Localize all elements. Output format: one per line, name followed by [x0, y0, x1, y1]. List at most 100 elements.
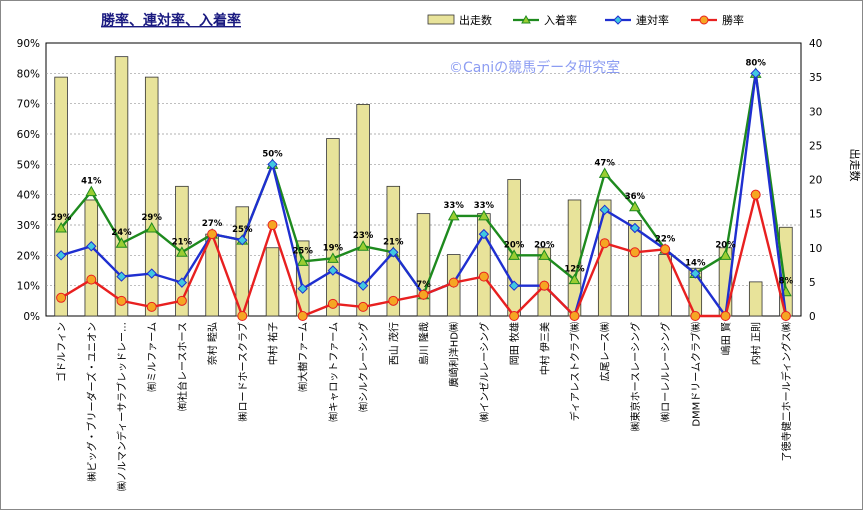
y-right-tick-label: 10 [809, 243, 822, 255]
point-marker [176, 246, 188, 257]
point-marker [116, 271, 127, 282]
lines [55, 67, 792, 322]
point-marker [660, 244, 671, 255]
point-marker [418, 289, 429, 300]
point-marker [629, 247, 640, 258]
x-tick-label: DMMドリームクラブ㈱ [689, 322, 702, 427]
point-label: 12% [564, 265, 585, 275]
bar-runs [597, 199, 612, 317]
point-marker [690, 268, 701, 279]
bar-runs [748, 281, 763, 317]
x-tick-label: ㈲シルクレーシング [357, 322, 370, 412]
point-marker [237, 311, 248, 321]
bar-runs [628, 220, 642, 317]
point-label: 20% [534, 240, 555, 250]
bar-runs [326, 138, 340, 317]
legend-label: 連対率 [636, 13, 669, 27]
legend-swatch [427, 14, 455, 25]
point-marker [780, 311, 791, 321]
point-label: 29% [142, 213, 163, 223]
point-marker [297, 283, 308, 294]
y-right-tick-label: 15 [809, 209, 822, 221]
point-label: 20% [715, 240, 736, 250]
point-marker [357, 280, 369, 291]
point-label: 80% [746, 58, 767, 68]
legend-marker [613, 15, 623, 25]
point-marker [146, 301, 157, 312]
y-left-tick-label: 80% [17, 68, 40, 80]
point-marker [115, 237, 128, 248]
point-marker [176, 277, 188, 288]
point-marker [568, 273, 581, 285]
point-label: 7% [416, 280, 431, 290]
point-marker [146, 268, 157, 279]
x-tick-label: 嶋田 賢 [720, 322, 733, 355]
bar-runs [658, 254, 672, 317]
point-label: 25% [232, 225, 253, 235]
x-tick-label: ㈱ロードホースクラブ [236, 322, 249, 422]
y-left-tick-label: 10% [17, 281, 40, 293]
bar-runs [54, 76, 68, 317]
point-marker [508, 249, 520, 260]
point-marker [599, 204, 610, 216]
x-tick-label: 島川 隆哉 [418, 322, 431, 365]
x-tick-label: 中村 伊三美 [538, 322, 551, 375]
y-left-tick-label: 60% [17, 129, 40, 141]
point-marker [207, 229, 218, 240]
x-axis-labels: ゴドルフィン ㈱ビッグ・ブリーダーズ・ユニオン ㈱ノルマンディーサラブレッドレー… ㈲… [55, 322, 793, 491]
point-marker [55, 222, 67, 233]
y-right-tick-label: 30 [809, 106, 822, 118]
y-axis-right: 0 5 10 15 20 25 30 35 40 [809, 38, 822, 323]
x-tick-label: 広尾レース㈱ [599, 322, 612, 382]
x-tick-label: 西山 茂行 [387, 322, 400, 365]
x-tick-label: ㈱インゼルレーシング [478, 322, 491, 422]
legend: 出走数 入着率 連対率 勝率 [427, 13, 744, 27]
point-marker [267, 220, 278, 230]
point-marker [569, 311, 580, 321]
point-marker [750, 68, 761, 79]
point-marker [598, 167, 611, 178]
point-marker [176, 295, 187, 306]
point-marker [267, 159, 278, 170]
point-marker [478, 209, 490, 221]
point-marker [447, 209, 460, 221]
point-marker [508, 280, 520, 291]
point-marker [116, 295, 127, 306]
y-right-tick-label: 20 [809, 175, 822, 187]
bar-runs [416, 213, 431, 317]
y-left-tick-label: 30% [17, 220, 40, 232]
y-right-tick-label: 5 [809, 277, 816, 289]
point-labels: 29% 41% 24% 29% 21% 27% 25% 50% 25% 19% 23% 21% 7% 33… [51, 58, 794, 289]
point-marker [56, 292, 67, 303]
point-label: 23% [353, 231, 374, 241]
point-marker [599, 238, 610, 249]
x-tick-label: ㈱ローレルレーシング [659, 322, 672, 422]
chart-title: 勝率、連対率、入着率 [101, 12, 241, 29]
point-marker [448, 277, 459, 288]
x-tick-label: ㈲社台レースホース [176, 322, 189, 411]
point-label: 29% [51, 213, 72, 223]
point-marker [478, 271, 489, 282]
point-marker [327, 252, 339, 263]
y-left-tick-label: 70% [17, 99, 40, 111]
y-right-tick-label: 35 [809, 72, 822, 84]
legend-label: 勝率 [722, 13, 744, 27]
point-marker [478, 228, 490, 240]
point-label: 36% [625, 192, 646, 202]
y-right-tick-label: 25 [809, 140, 822, 152]
point-label: 41% [81, 177, 102, 187]
point-marker [539, 280, 550, 291]
point-label: 33% [474, 201, 495, 211]
point-marker [690, 311, 701, 321]
bar-runs [114, 56, 129, 317]
x-tick-label: ㈱東京ホースレーシング [629, 322, 642, 431]
point-marker [388, 295, 399, 306]
x-tick-label: ㈱ビッグ・ブリーダーズ・ユニオン [85, 322, 98, 482]
y-left-tick-label: 40% [17, 190, 40, 202]
x-tick-label: 奈村 睦弘 [206, 322, 219, 365]
bar-runs [356, 104, 370, 317]
x-tick-label: ㈲キャロットファーム [328, 322, 340, 422]
bar-runs [265, 247, 280, 317]
